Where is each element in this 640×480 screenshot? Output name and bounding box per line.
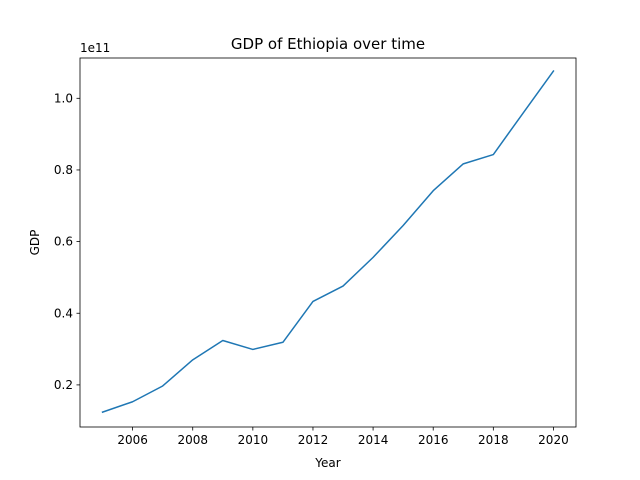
x-tick-label: 2010 xyxy=(238,433,269,447)
y-axis-ticks: 0.2 0.4 0.6 0.8 1.0 xyxy=(54,91,80,392)
gdp-series-line xyxy=(101,70,555,414)
y-tick-label: 0.6 xyxy=(54,235,73,249)
x-tick-label: 2020 xyxy=(538,433,569,447)
y-axis-label: GDP xyxy=(28,230,42,256)
x-tick-label: 2006 xyxy=(117,433,148,447)
x-axis-label: Year xyxy=(314,456,340,470)
y-tick-label: 1.0 xyxy=(54,91,73,105)
x-tick-label: 2014 xyxy=(358,433,389,447)
x-tick-label: 2018 xyxy=(478,433,509,447)
y-offset-label: 1e11 xyxy=(80,41,110,55)
chart-title: GDP of Ethiopia over time xyxy=(231,35,425,53)
x-axis-ticks: 2006 2008 2010 2012 2014 2016 2018 2020 xyxy=(117,427,569,447)
y-tick-label: 0.8 xyxy=(54,163,73,177)
x-tick-label: 2012 xyxy=(298,433,329,447)
plot-area xyxy=(80,58,576,427)
y-tick-label: 0.4 xyxy=(54,306,73,320)
plot-frame xyxy=(79,57,577,428)
x-tick-label: 2008 xyxy=(177,433,208,447)
y-tick-label: 0.2 xyxy=(54,378,73,392)
x-tick-label: 2016 xyxy=(418,433,449,447)
